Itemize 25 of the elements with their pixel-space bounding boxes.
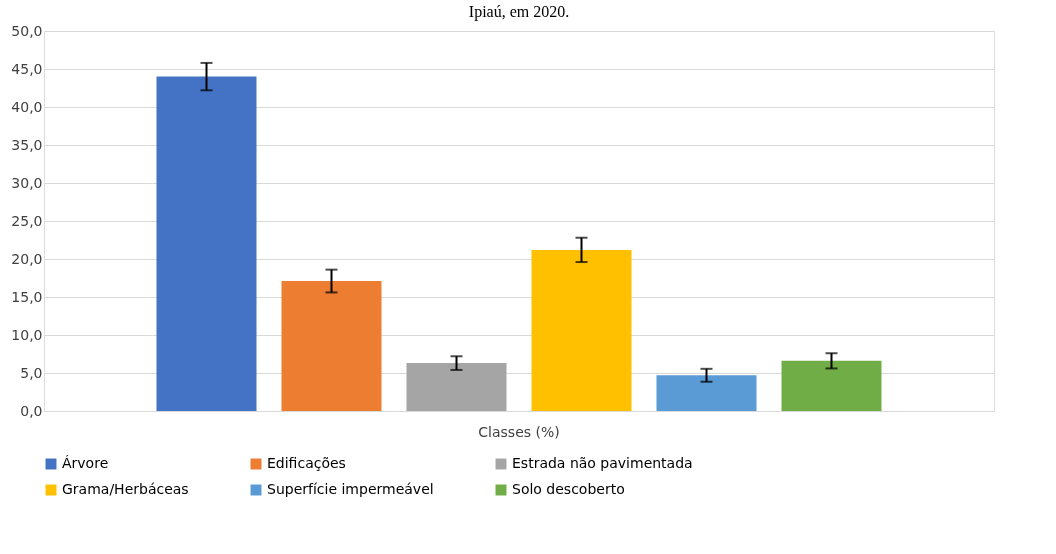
legend-label: Árvore [62, 455, 109, 471]
y-tick-label: 35,0 [11, 136, 43, 153]
legend-label: Grama/Herbáceas [62, 481, 189, 497]
y-tick-label: 45,0 [11, 60, 43, 77]
bar [531, 249, 632, 411]
y-tick-label: 20,0 [11, 250, 43, 267]
legend-label: Edificações [267, 455, 346, 471]
bar [406, 363, 507, 411]
y-tick-label: 40,0 [11, 98, 43, 115]
y-tick-label: 15,0 [11, 288, 43, 305]
y-tick-label: 10,0 [11, 326, 43, 343]
legend-label: Estrada não pavimentada [512, 455, 693, 471]
chart-title: Ipiaú, em 2020. [468, 3, 570, 21]
bar [781, 360, 882, 411]
y-tick-label: 0,0 [20, 402, 43, 419]
legend-label: Solo descoberto [512, 481, 625, 497]
y-tick-label: 5,0 [20, 364, 43, 381]
y-tick-label: 50,0 [11, 22, 43, 39]
bar [656, 375, 757, 411]
bar [281, 281, 382, 411]
x-tick-label: Classes (%) [478, 423, 560, 440]
bar [156, 76, 257, 411]
legend-label: Superfície impermeável [267, 481, 434, 497]
y-tick-label: 30,0 [11, 174, 43, 191]
y-tick-label: 25,0 [11, 212, 43, 229]
